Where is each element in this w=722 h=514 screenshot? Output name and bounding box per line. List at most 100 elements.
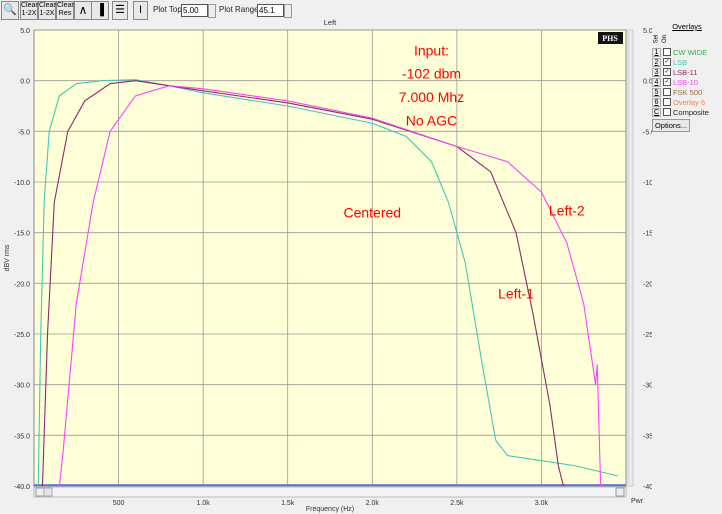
y-tick-label: 5.0 bbox=[20, 28, 30, 35]
x-tick-label: 1.5k bbox=[281, 500, 295, 507]
overlay-checkbox[interactable] bbox=[663, 88, 671, 96]
y-tick-label: -40.0 bbox=[14, 484, 30, 491]
x-axis-label: Frequency (Hz) bbox=[306, 506, 354, 513]
magnifier-icon: 🔍 bbox=[3, 4, 17, 16]
plot-top-input[interactable]: 5.00 bbox=[181, 4, 208, 17]
overlay-label: Composite bbox=[673, 107, 709, 117]
annotation: Left-1 bbox=[498, 286, 534, 302]
y-tick-label-right: 5.0 bbox=[643, 28, 652, 35]
options-button[interactable]: Options... bbox=[652, 119, 690, 132]
phs-logo bbox=[598, 32, 623, 44]
y-tick-label: -30.0 bbox=[14, 383, 30, 390]
y-tick-label-right: -30.0 bbox=[643, 383, 652, 390]
chart: Left 500 1.0k 1.5k 2.0k 2.5k 3.0k 5.0 5.0 0.0 0.0… bbox=[4, 18, 652, 513]
overlay-item: 6 Overlay 6 bbox=[652, 97, 722, 107]
annotation: 7.000 Mhz bbox=[399, 89, 464, 105]
annotation: Centered bbox=[343, 204, 401, 220]
x-tick-label: 1.0k bbox=[197, 500, 211, 507]
annotation: No AGC bbox=[406, 112, 457, 128]
overlay-label: CW WIDE bbox=[673, 47, 708, 57]
power-bar bbox=[627, 29, 634, 487]
plot-top-label: Plot Top: bbox=[153, 5, 184, 14]
overlay-item: 1 CW WIDE bbox=[652, 47, 722, 57]
range-button[interactable]: I bbox=[133, 1, 148, 20]
y-tick-label: -5.0 bbox=[18, 129, 30, 136]
overlay-select-button[interactable]: 5 bbox=[652, 87, 661, 97]
overlay-label: LSB-10 bbox=[673, 77, 699, 87]
overlay-checkbox[interactable]: ✓ bbox=[663, 58, 671, 66]
x-tick-label: 3.0k bbox=[535, 500, 549, 507]
plot-range-spinner[interactable] bbox=[284, 4, 292, 18]
bars-icon: ▐ bbox=[96, 4, 104, 16]
scroll-right-button[interactable] bbox=[615, 487, 625, 497]
series-line-lsb-10 bbox=[58, 85, 602, 487]
plot-top-spinner[interactable] bbox=[208, 4, 216, 18]
overlay-checkbox[interactable] bbox=[663, 48, 671, 56]
plot-range-input[interactable]: 45.1 bbox=[257, 4, 284, 17]
y-tick-label-right: -25.0 bbox=[643, 332, 652, 339]
overlay-checkbox[interactable] bbox=[663, 98, 671, 106]
y-tick-label: -35.0 bbox=[14, 433, 30, 440]
y-tick-label: -10.0 bbox=[14, 180, 30, 187]
scroll-left-button[interactable] bbox=[35, 487, 45, 497]
overlay-select-button[interactable]: 2 bbox=[652, 57, 661, 67]
horizontal-scrollbar[interactable] bbox=[33, 486, 627, 498]
overlay-select-button[interactable]: 3 bbox=[652, 67, 661, 77]
pwr-label: Pwr bbox=[631, 498, 644, 505]
overlay-checkbox[interactable]: ✓ bbox=[663, 78, 671, 86]
overlays-title: Overlays bbox=[672, 22, 702, 31]
overlay-checkbox[interactable]: ✓ bbox=[663, 68, 671, 76]
y-tick-label-right: -10.0 bbox=[643, 180, 652, 187]
overlay-item: 4 ✓ LSB-10 bbox=[652, 77, 722, 87]
list-icon: ☰ bbox=[115, 4, 125, 16]
overlay-checkbox[interactable] bbox=[663, 108, 671, 116]
clear-button-2[interactable]: Clear 1-2X bbox=[38, 1, 56, 20]
y-tick-label: -20.0 bbox=[14, 281, 30, 288]
x-tick-label: 2.0k bbox=[366, 500, 380, 507]
overlay-label: LSB-11 bbox=[673, 67, 698, 77]
overlay-label: FSK 500 bbox=[673, 87, 703, 97]
overlay-select-button[interactable]: 4 bbox=[652, 77, 661, 87]
overlay-item: C Composite bbox=[652, 107, 722, 117]
overlay-label: LSB bbox=[673, 57, 688, 67]
on-header: On bbox=[662, 34, 669, 44]
plot-area bbox=[33, 29, 627, 487]
annotation: -102 dbm bbox=[402, 66, 461, 82]
chart-title: Left bbox=[324, 18, 337, 27]
y-axis-label: dBV rms bbox=[4, 244, 11, 271]
spectrum-mode-button[interactable]: ▐ bbox=[91, 1, 109, 20]
y-tick-label-right: -20.0 bbox=[643, 281, 652, 288]
list-button[interactable]: ☰ bbox=[112, 1, 128, 20]
overlay-select-button[interactable]: 1 bbox=[652, 47, 661, 57]
zoom-button[interactable]: 🔍 bbox=[1, 1, 19, 20]
annotation: Input: bbox=[414, 42, 449, 58]
overlay-item: 5 FSK 500 bbox=[652, 87, 722, 97]
sel-header: Sel bbox=[653, 34, 660, 44]
x-tick-label: 2.5k bbox=[450, 500, 464, 507]
y-tick-label-right: -15.0 bbox=[643, 231, 652, 238]
overlay-item: 3 ✓ LSB-11 bbox=[652, 67, 722, 77]
overlay-select-button[interactable]: C bbox=[652, 107, 661, 117]
y-tick-label: -25.0 bbox=[14, 332, 30, 339]
series-line-lsb bbox=[37, 79, 618, 487]
y-tick-label-right: -5.0 bbox=[643, 129, 652, 136]
range-icon: I bbox=[138, 4, 143, 16]
scroll-thumb[interactable] bbox=[43, 487, 53, 497]
annotation: Left-2 bbox=[549, 202, 585, 218]
y-tick-label: 0.0 bbox=[20, 79, 30, 86]
peak-icon: ∧ bbox=[78, 3, 88, 17]
overlay-item: 2 ✓ LSB bbox=[652, 57, 722, 67]
phs-logo-text: PHS bbox=[602, 34, 618, 43]
y-tick-label-right: -40.0 bbox=[643, 484, 652, 491]
y-tick-label: -15.0 bbox=[14, 231, 30, 238]
y-tick-label-right: -35.0 bbox=[643, 433, 652, 440]
y-tick-label-right: 0.0 bbox=[643, 79, 652, 86]
x-tick-label: 500 bbox=[113, 500, 125, 507]
clear-button-1[interactable]: Clear 1-2X bbox=[20, 1, 38, 20]
series-line-lsb-11 bbox=[41, 80, 564, 487]
overlay-select-button[interactable]: 6 bbox=[652, 97, 661, 107]
clear-res-button[interactable]: Clear Res bbox=[56, 1, 74, 20]
plot-range-label: Plot Range: bbox=[219, 5, 261, 14]
overlay-label: Overlay 6 bbox=[673, 97, 706, 107]
overlays-panel: Overlays Sel On 1 CW WIDE 2 ✓ LSB 3 ✓ LSB-11 4 ✓ LS… bbox=[652, 22, 722, 132]
